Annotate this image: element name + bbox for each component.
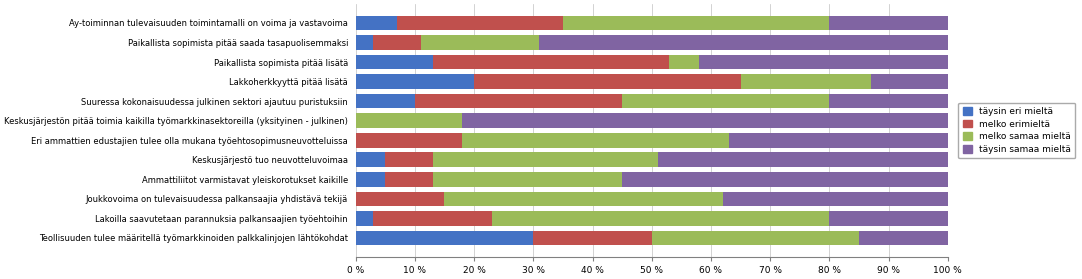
Bar xyxy=(563,16,830,30)
Bar xyxy=(414,94,622,109)
Bar xyxy=(433,172,622,187)
Bar xyxy=(356,153,385,167)
Bar xyxy=(356,94,414,109)
Bar xyxy=(445,192,723,206)
Bar xyxy=(533,231,651,245)
Bar xyxy=(462,113,948,128)
Bar xyxy=(356,211,373,226)
Bar xyxy=(356,192,445,206)
Bar xyxy=(651,231,859,245)
Bar xyxy=(385,172,433,187)
Bar xyxy=(728,133,948,148)
Bar xyxy=(433,55,670,69)
Bar xyxy=(723,192,948,206)
Bar xyxy=(397,16,563,30)
Legend: täysin eri mieltä, melko erimieltä, melko samaa mieltä, täysin samaa mieltä: täysin eri mieltä, melko erimieltä, melk… xyxy=(959,103,1076,158)
Bar xyxy=(830,16,948,30)
Bar xyxy=(539,35,948,50)
Bar xyxy=(492,211,830,226)
Bar xyxy=(356,113,462,128)
Bar xyxy=(871,74,948,89)
Bar xyxy=(462,133,728,148)
Bar xyxy=(356,35,373,50)
Bar xyxy=(356,231,533,245)
Bar xyxy=(356,172,385,187)
Bar xyxy=(670,55,699,69)
Bar xyxy=(699,55,948,69)
Bar xyxy=(830,211,948,226)
Bar xyxy=(373,211,492,226)
Bar xyxy=(830,94,948,109)
Bar xyxy=(356,16,397,30)
Bar xyxy=(658,153,948,167)
Bar xyxy=(622,94,830,109)
Bar xyxy=(373,35,421,50)
Bar xyxy=(421,35,539,50)
Bar xyxy=(474,74,740,89)
Bar xyxy=(859,231,948,245)
Bar xyxy=(385,153,433,167)
Bar xyxy=(356,133,462,148)
Bar xyxy=(740,74,871,89)
Bar xyxy=(356,74,474,89)
Bar xyxy=(433,153,658,167)
Bar xyxy=(622,172,948,187)
Bar xyxy=(356,55,433,69)
